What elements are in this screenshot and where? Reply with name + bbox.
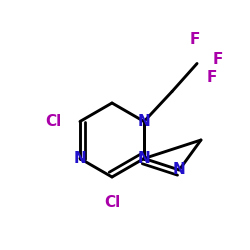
- Text: N: N: [173, 162, 186, 178]
- Text: Cl: Cl: [104, 195, 120, 210]
- Text: N: N: [138, 114, 150, 129]
- Text: F: F: [190, 32, 200, 48]
- Text: N: N: [74, 151, 86, 166]
- Text: F: F: [213, 52, 224, 67]
- Text: Cl: Cl: [46, 114, 62, 129]
- Text: N: N: [138, 151, 150, 166]
- Text: F: F: [207, 70, 218, 85]
